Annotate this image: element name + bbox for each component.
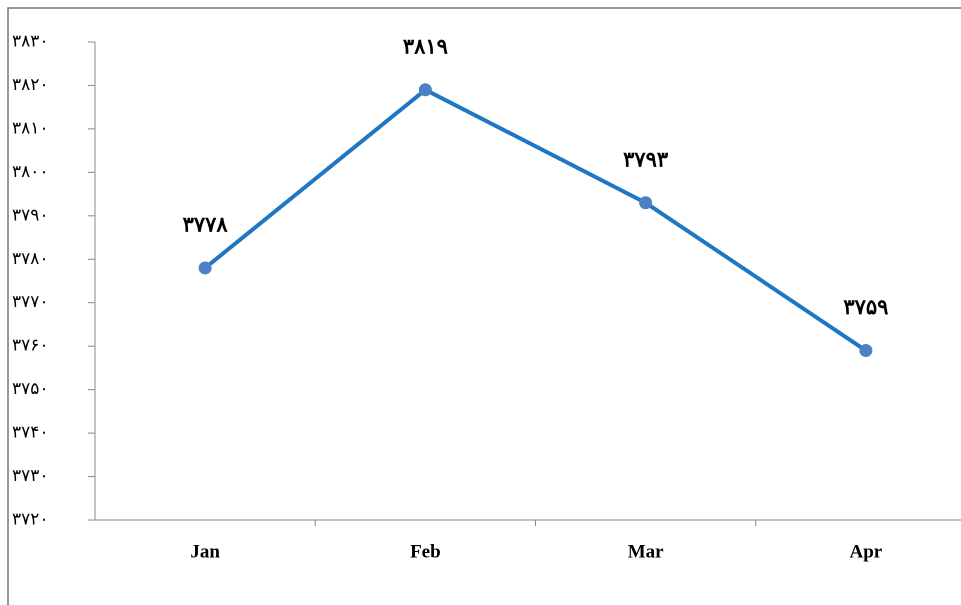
data-label: ۳۷۵۹ [843,294,888,319]
frame [7,7,961,605]
data-label: ۳۷۷۸ [183,211,229,236]
x-tick-label: Jan [190,541,220,562]
y-tick-label: ۳۸۳۰ [12,32,49,52]
point [418,83,432,97]
point [198,261,212,275]
x-tick-label: Feb [410,541,441,562]
y-tick-label: ۳۸۱۰ [12,118,49,138]
y-tick-label: ۳۷۹۰ [12,205,49,225]
point [859,344,873,358]
y-tick-label: ۳۷۵۰ [12,379,49,399]
x-tick-label: Apr [850,541,883,562]
y-tick-label: ۳۷۲۰ [12,510,49,530]
y-tick-label: ۳۸۲۰ [12,75,49,95]
y-tick-label: ۳۷۶۰ [12,336,49,356]
x-tick-label: Mar [628,541,664,562]
data-label: ۳۷۹۳ [623,146,669,171]
y-tick-label: ۳۷۷۰ [12,292,49,312]
y-tick-label: ۳۸۰۰ [12,162,49,182]
data-label: ۳۸۱۹ [403,33,448,58]
y-tick-label: ۳۷۳۰ [12,466,49,486]
line [203,87,867,353]
point [639,196,653,210]
y-tick-label: ۳۷۸۰ [12,249,49,269]
y-tick-label: ۳۷۴۰ [12,423,49,443]
